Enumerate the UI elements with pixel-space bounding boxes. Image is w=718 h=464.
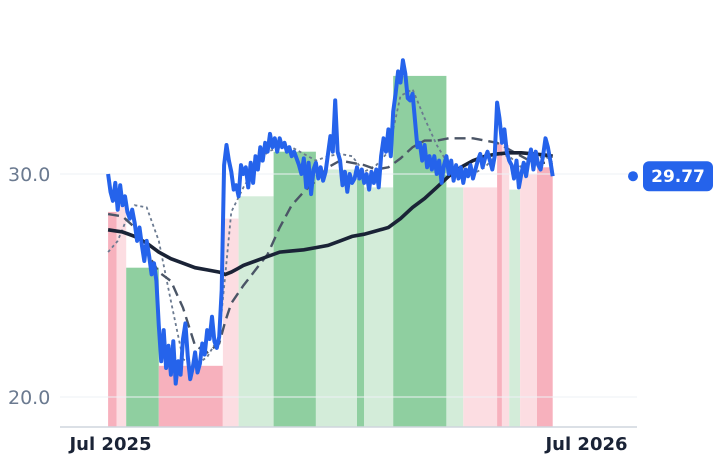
short-ma-line [107,88,554,367]
last-value-label: 29.77 [651,167,705,187]
x-tick-label-jul-2025: Jul 2025 [67,434,151,455]
trend-band-15 [509,189,521,427]
trend-band-11 [446,187,464,427]
trend-band-12 [463,187,498,427]
last-value-dot [628,171,638,182]
trend-band-16 [520,174,537,427]
trend-band-14 [502,145,510,427]
trend-band-6 [273,151,316,427]
trend-band-1 [116,205,127,427]
trend-bands [108,75,553,428]
trend-band-5 [238,196,274,427]
trend-band-13 [497,142,502,428]
trend-band-9 [364,187,394,427]
trend-band-2 [126,267,159,427]
trend-band-4 [222,218,239,427]
mid-ma-line [107,137,553,354]
trend-band-10 [393,75,447,428]
trend-band-8 [357,178,365,427]
trend-band-7 [315,169,357,427]
y-tick-label-30: 30.0 [8,164,50,186]
x-tick-label-jul-2026: Jul 2026 [543,434,627,455]
price-line [106,58,555,386]
trend-band-0 [108,211,117,427]
y-tick-label-20: 20.0 [8,387,50,409]
last-value-badge [643,161,713,192]
trend-band-17 [537,167,553,428]
